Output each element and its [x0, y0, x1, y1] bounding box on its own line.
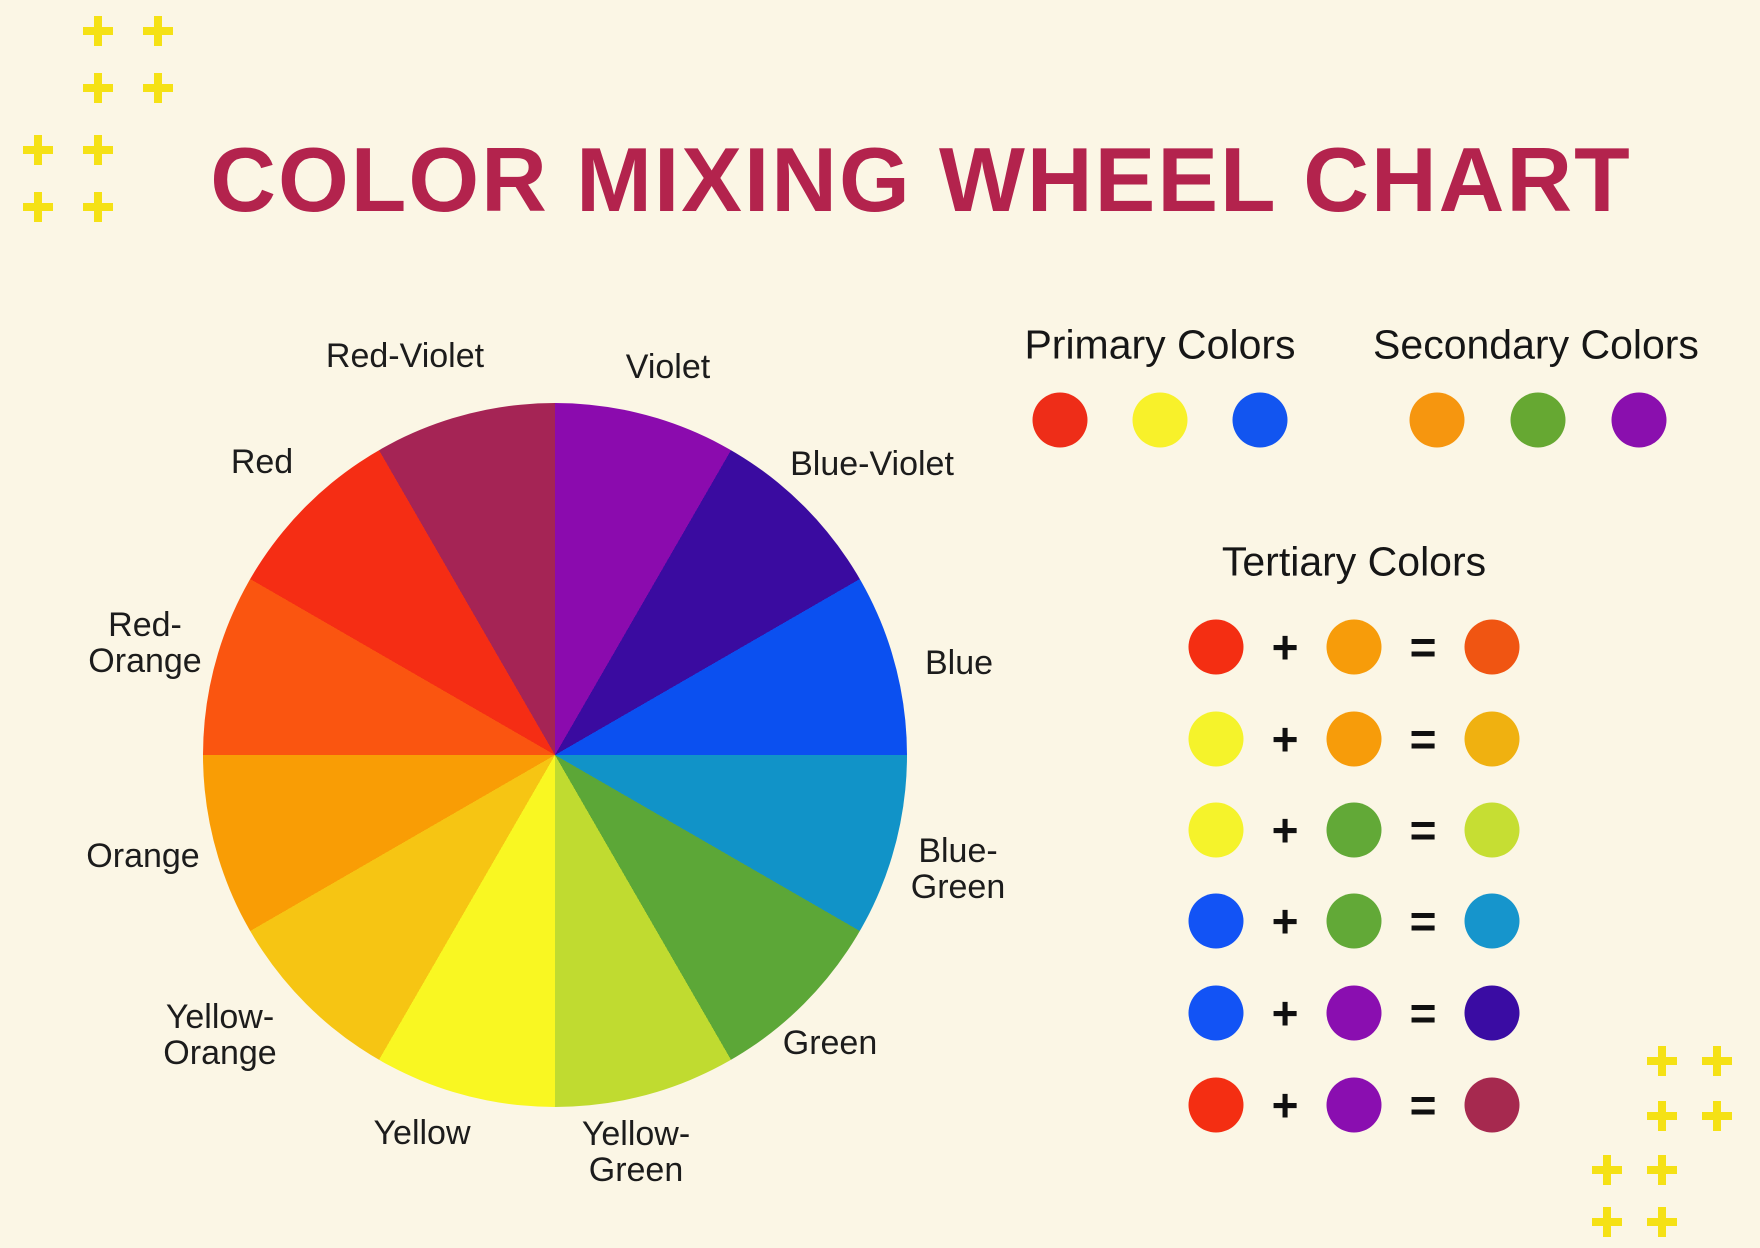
plus-decoration-icon: [143, 16, 173, 46]
plus-decoration-icon: [143, 73, 173, 103]
plus-operator: +: [1271, 1079, 1299, 1131]
color-wheel: [203, 403, 907, 1107]
wheel-label-orange: Orange: [86, 836, 200, 875]
plus-decoration-icon: [1702, 1101, 1732, 1131]
mix-input-a: [1188, 1077, 1244, 1133]
mix-result: [1464, 802, 1520, 858]
mix-input-b: [1326, 802, 1382, 858]
mix-input-a: [1188, 619, 1244, 675]
plus-operator: +: [1271, 895, 1299, 947]
mix-result: [1464, 619, 1520, 675]
mix-result: [1464, 985, 1520, 1041]
equals-operator: =: [1409, 713, 1437, 765]
plus-decoration-icon: [23, 192, 53, 222]
primary-dot-blue: [1232, 392, 1288, 448]
equals-operator: =: [1409, 621, 1437, 673]
mix-input-b: [1326, 619, 1382, 675]
plus-decoration-icon: [1592, 1207, 1622, 1237]
plus-decoration-icon: [1592, 1155, 1622, 1185]
plus-decoration-icon: [1647, 1207, 1677, 1237]
primary-dot-red: [1032, 392, 1088, 448]
plus-decoration-icon: [83, 16, 113, 46]
plus-decoration-icon: [23, 135, 53, 165]
mix-input-b: [1326, 985, 1382, 1041]
wheel-label-violet: Violet: [625, 347, 711, 386]
mix-input-a: [1188, 893, 1244, 949]
equals-operator: =: [1409, 804, 1437, 856]
secondary-dot-green: [1510, 392, 1566, 448]
mix-result: [1464, 711, 1520, 767]
secondary-colors-heading: Secondary Colors: [1373, 321, 1699, 368]
plus-operator: +: [1271, 621, 1299, 673]
mix-input-a: [1188, 711, 1244, 767]
primary-dot-yellow: [1132, 392, 1188, 448]
wheel-label-yellow-green: Yellow- Green: [581, 1114, 691, 1189]
plus-decoration-icon: [83, 73, 113, 103]
plus-decoration-icon: [1647, 1046, 1677, 1076]
equals-operator: =: [1409, 1079, 1437, 1131]
plus-operator: +: [1271, 804, 1299, 856]
plus-decoration-icon: [83, 135, 113, 165]
secondary-dot-purple: [1611, 392, 1667, 448]
wheel-label-red: Red: [230, 442, 294, 481]
plus-decoration-icon: [83, 192, 113, 222]
page-title: COLOR MIXING WHEEL CHART: [210, 130, 1632, 231]
plus-decoration-icon: [1702, 1046, 1732, 1076]
tertiary-colors-heading: Tertiary Colors: [1221, 538, 1487, 585]
mix-input-b: [1326, 893, 1382, 949]
mix-result: [1464, 1077, 1520, 1133]
primary-colors-heading: Primary Colors: [1024, 321, 1296, 368]
wheel-label-blue-green: Blue- Green: [910, 831, 1006, 906]
wheel-label-red-orange: Red- Orange: [88, 605, 202, 680]
mix-result: [1464, 893, 1520, 949]
secondary-dot-orange: [1409, 392, 1465, 448]
wheel-label-yellow: Yellow: [373, 1113, 471, 1152]
mix-input-b: [1326, 711, 1382, 767]
equals-operator: =: [1409, 895, 1437, 947]
mix-input-a: [1188, 985, 1244, 1041]
wheel-label-blue-violet: Blue-Violet: [790, 444, 954, 483]
plus-decoration-icon: [1647, 1155, 1677, 1185]
plus-decoration-icon: [1647, 1101, 1677, 1131]
equals-operator: =: [1409, 987, 1437, 1039]
plus-operator: +: [1271, 713, 1299, 765]
wheel-label-red-violet: Red-Violet: [325, 336, 485, 375]
wheel-label-blue: Blue: [924, 643, 994, 682]
wheel-label-green: Green: [782, 1023, 878, 1062]
mix-input-a: [1188, 802, 1244, 858]
mix-input-b: [1326, 1077, 1382, 1133]
plus-operator: +: [1271, 987, 1299, 1039]
wheel-label-yellow-orange: Yellow- Orange: [163, 997, 277, 1072]
